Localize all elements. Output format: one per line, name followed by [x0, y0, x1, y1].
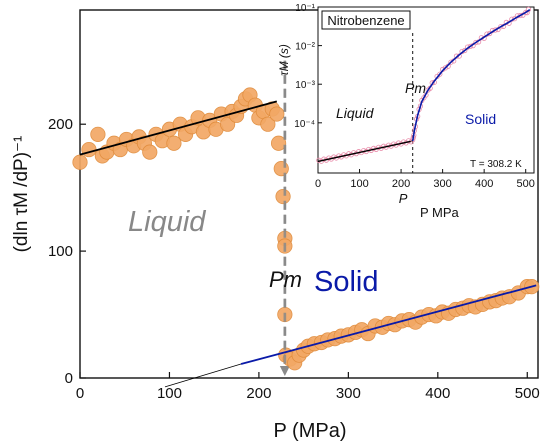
data-point: [270, 135, 287, 151]
inset-liquid-label: Liquid: [336, 105, 375, 121]
data-point: [166, 135, 182, 151]
inset-x-tick-label: 200: [392, 178, 410, 190]
liquid-fit-line: [79, 100, 278, 156]
inset-x-tick-label: 500: [517, 178, 535, 190]
data-point: [273, 161, 289, 177]
inset-solid-point: [517, 12, 523, 19]
main-x-tick-label: 400: [425, 385, 450, 402]
inset-temperature-label: T = 308.2 K: [470, 159, 522, 170]
data-point: [90, 126, 106, 142]
data-point: [142, 144, 158, 160]
inset-title-box: [321, 10, 411, 30]
main-x-tick-label: 200: [246, 385, 271, 402]
main-y-tick-label: 100: [48, 243, 73, 260]
inset-y-tick-label: 10⁻²: [295, 42, 315, 53]
pm-arrow-head: [279, 366, 290, 376]
data-point: [275, 188, 291, 205]
solid-region-label: Solid: [314, 266, 379, 298]
inset-solid-label: Solid: [465, 111, 496, 127]
inset-solid-point: [525, 6, 532, 13]
inset-pm-label: Pm: [405, 80, 426, 96]
data-point: [72, 154, 88, 170]
main-x-tick-label: 300: [336, 385, 361, 402]
data-point: [269, 106, 285, 122]
inset-solid-point: [512, 16, 518, 22]
inset-y-tick-label: 10⁻³: [295, 80, 315, 91]
inset-y-tick-label: 10⁻⁴: [294, 119, 315, 130]
solid-fit-extrapolation: [164, 363, 242, 388]
inset-title: Nitrobenzene: [327, 13, 404, 28]
main-y-tick-label: 0: [65, 370, 73, 387]
main-x-tick-label: 500: [515, 385, 540, 402]
inset-y-tick-label: 10⁻¹: [295, 3, 315, 14]
inset-plot-frame: [317, 6, 535, 174]
inset-solid-point: [467, 43, 473, 49]
inset-solid-point: [442, 65, 448, 71]
inset-x-tick-label: 300: [433, 178, 451, 190]
inset-x-tick-label: 400: [475, 178, 493, 190]
data-point: [260, 116, 276, 132]
data-point: [81, 141, 97, 158]
inset-p-axis-label: P: [399, 191, 408, 206]
inset-solid-point: [448, 59, 454, 65]
liquid-region-label: Liquid: [128, 206, 206, 238]
inset-solid-point: [492, 27, 498, 33]
inset-x-axis-label: P MPa: [420, 205, 460, 220]
inset-solid-fit-curve: [411, 9, 531, 142]
inset-solid-point: [473, 39, 479, 46]
inset-x-tick-label: 0: [315, 178, 321, 190]
inset-liquid-fit-line: [317, 140, 413, 163]
inset-solid-point: [487, 30, 493, 37]
main-plot-layer: 0 100 200 300 400 500 0 100 200: [48, 60, 540, 402]
main-x-axis-label: P (MPa): [274, 420, 347, 442]
inset-x-tick-label: 100: [350, 178, 368, 190]
inset-plot-layer: 0 100 200 300 400 500 10⁻¹ 10⁻² 10⁻³ 10⁻⁴ P: [294, 3, 535, 206]
inset-solid-point: [437, 71, 443, 77]
main-y-tick-label: 200: [48, 116, 73, 133]
pm-label: Pm: [269, 267, 302, 292]
inset-solid-point: [462, 47, 468, 54]
inset-solid-point: [498, 24, 504, 30]
main-x-tick-label: 0: [76, 385, 84, 402]
main-x-tick-label: 100: [157, 385, 182, 402]
main-y-axis-label: (dln τM /dP)⁻¹: [11, 136, 32, 253]
solid-fit-line: [240, 284, 537, 365]
inset-y-axis-label: τM (s): [277, 44, 291, 76]
main-plot-frame: [79, 9, 539, 379]
